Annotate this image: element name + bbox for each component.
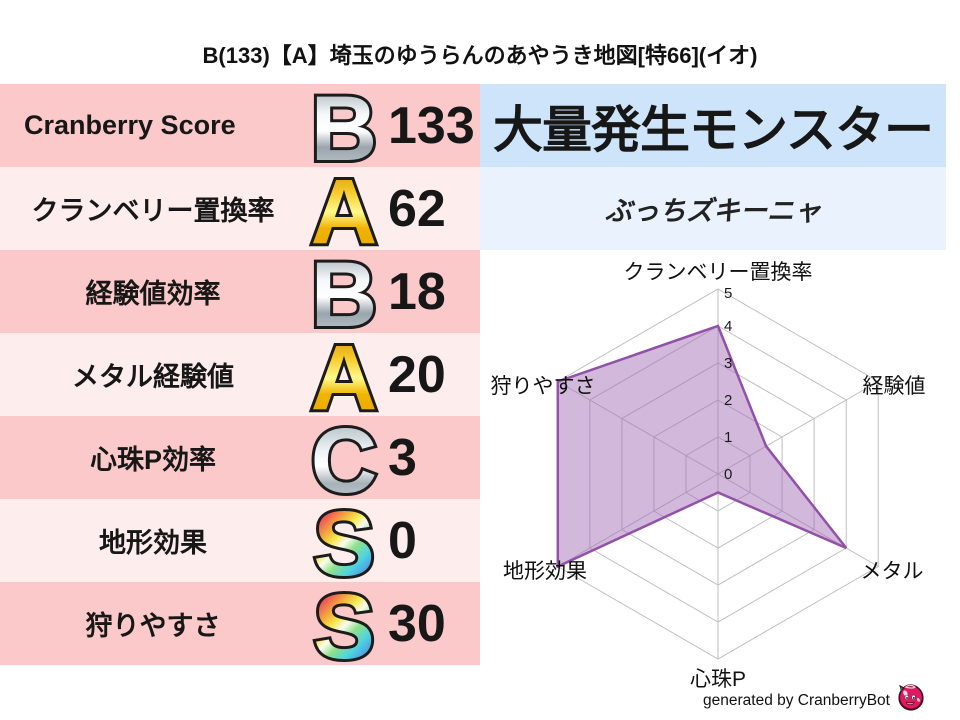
svg-text:C: C	[311, 416, 377, 499]
svg-text:S: S	[313, 582, 374, 665]
svg-text:A: A	[311, 333, 377, 416]
svg-text:B: B	[311, 84, 377, 167]
svg-text:A: A	[311, 167, 377, 250]
svg-text:B: B	[311, 250, 377, 333]
svg-text:S: S	[313, 499, 374, 582]
